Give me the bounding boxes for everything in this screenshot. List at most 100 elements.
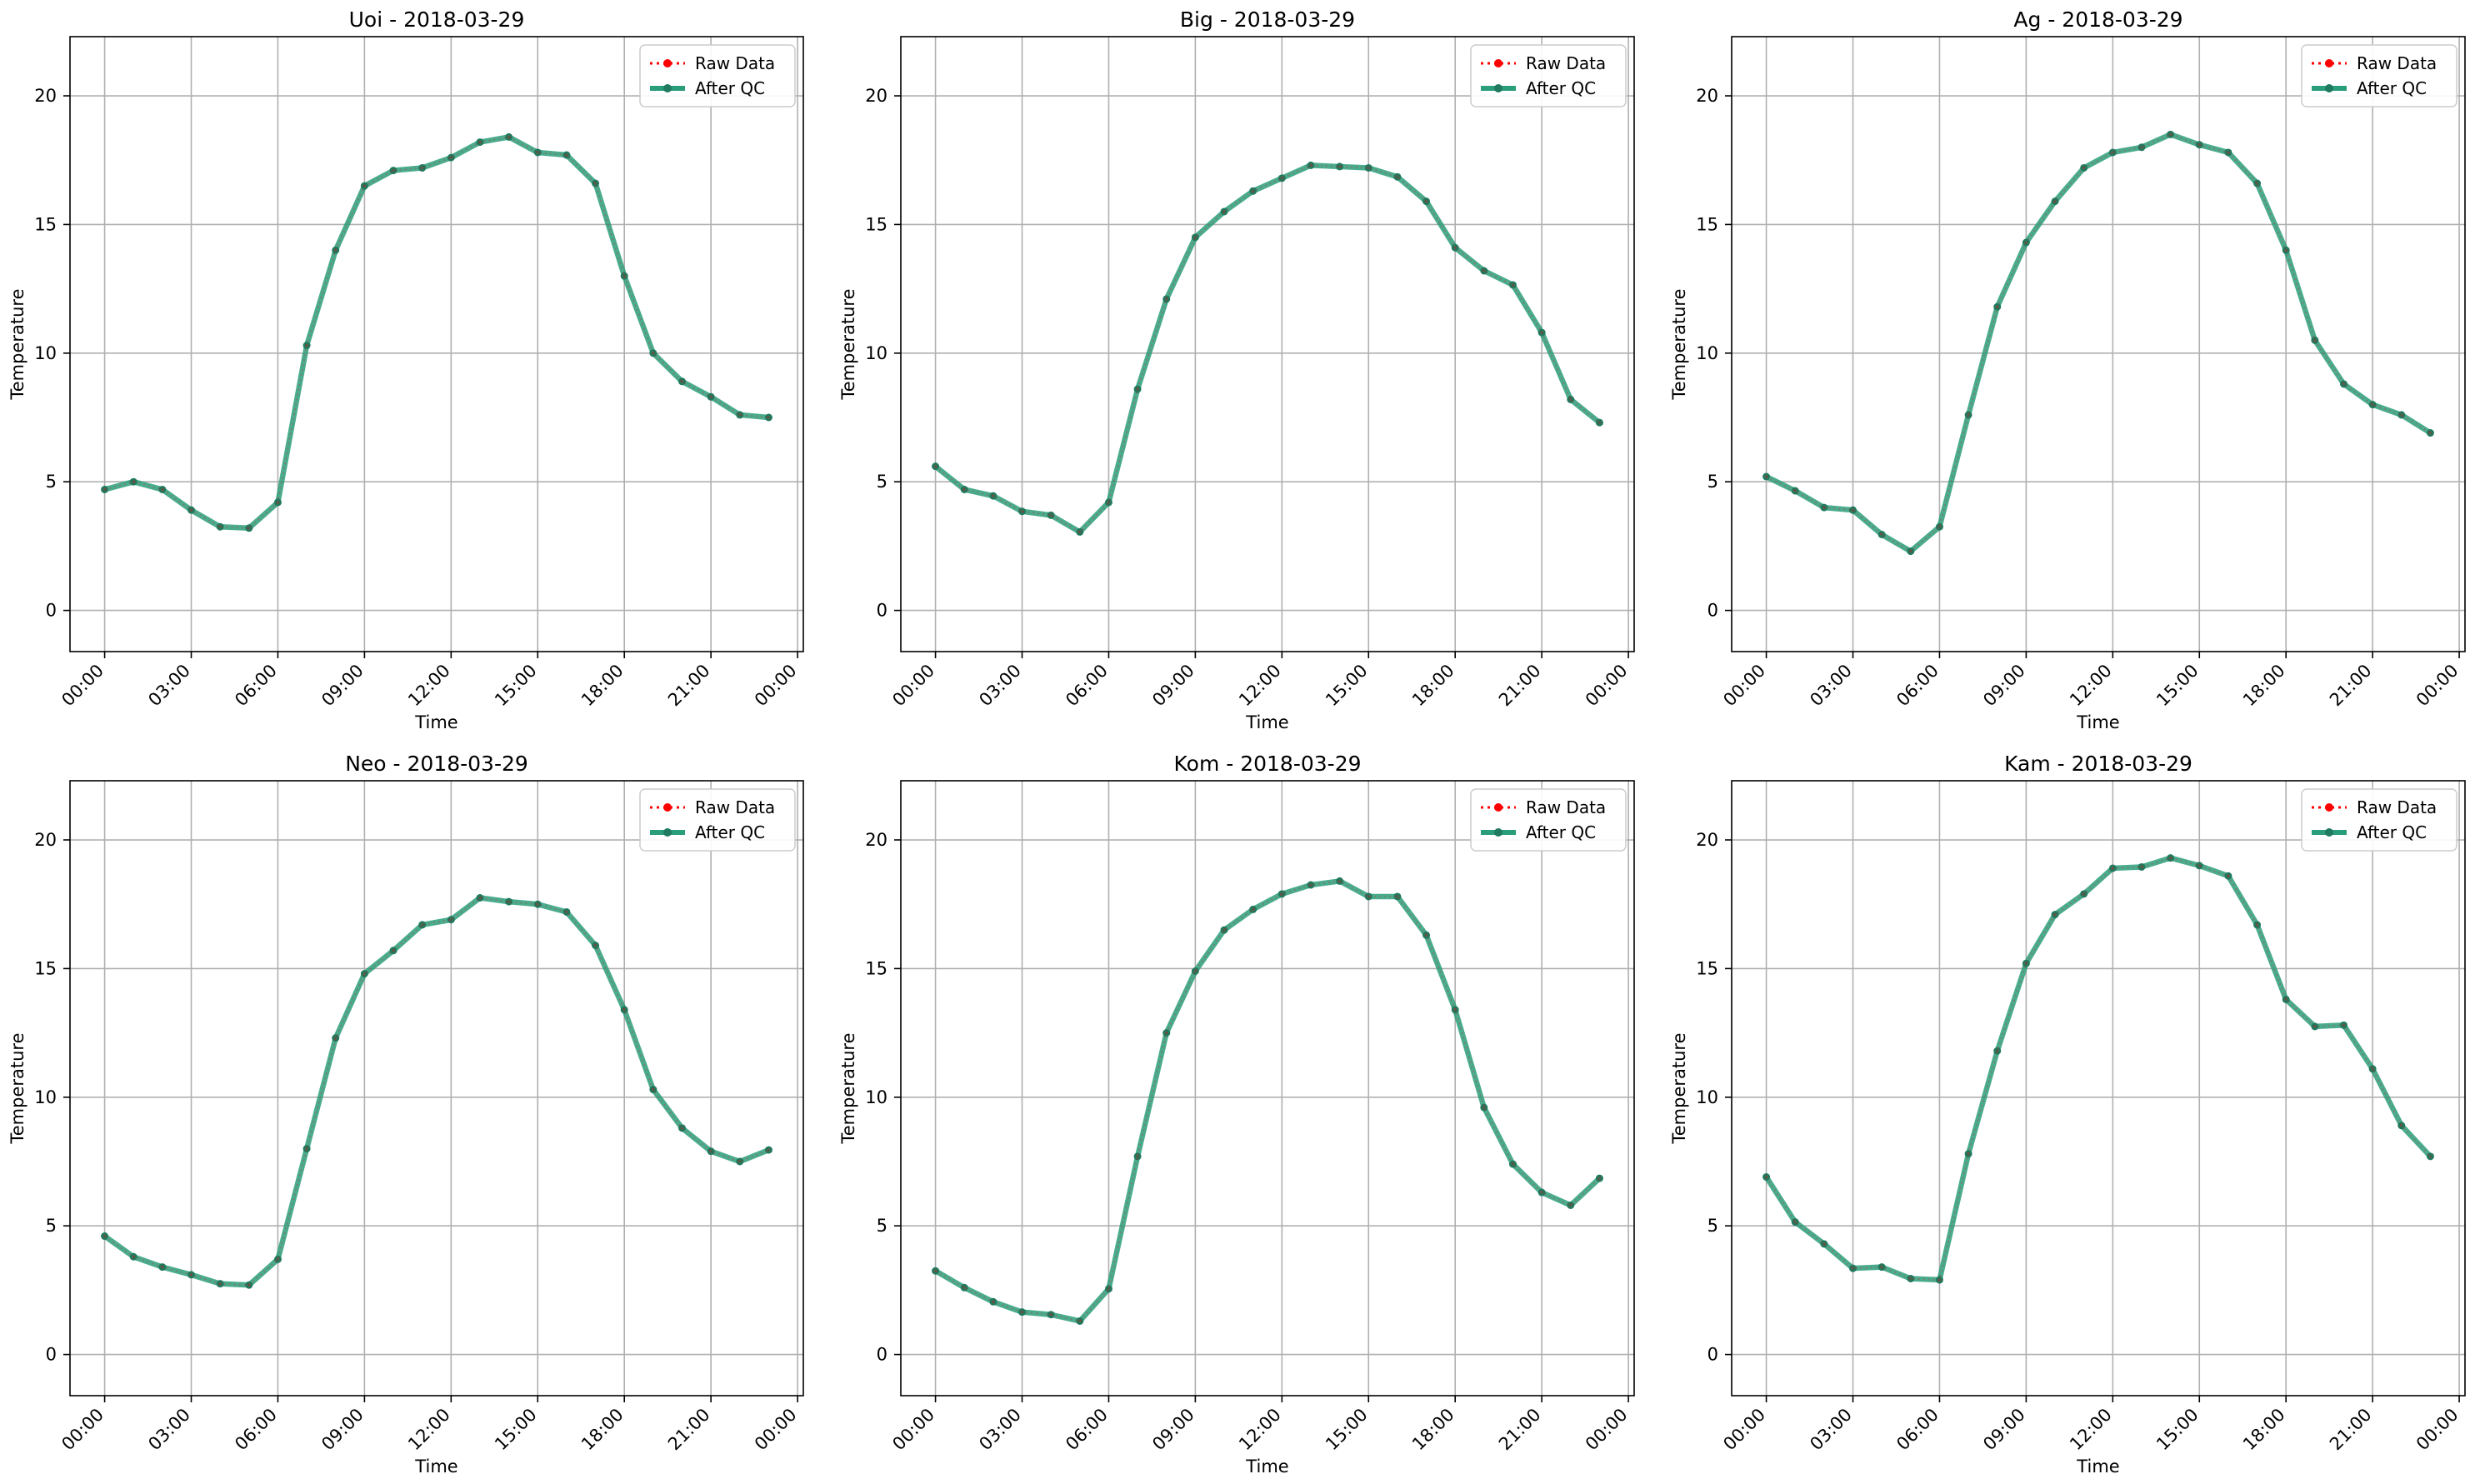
x-tick-label: 03:00 — [144, 661, 194, 711]
chart-title: Kam - 2018-03-29 — [2004, 752, 2192, 776]
data-point-after-qc — [1935, 1276, 1943, 1284]
data-point-after-qc — [389, 947, 398, 955]
data-point-after-qc — [273, 1255, 282, 1263]
data-point-after-qc — [1508, 1160, 1517, 1168]
data-point-raw-data — [2139, 865, 2144, 869]
data-point-raw-data — [362, 183, 367, 188]
data-point-after-qc — [1047, 1311, 1055, 1319]
data-point-after-qc — [505, 897, 513, 906]
data-point-after-qc — [2426, 1152, 2434, 1161]
data-point-raw-data — [1995, 305, 1999, 309]
legend-label-raw-data: Raw Data — [2357, 797, 2437, 817]
data-point-after-qc — [932, 1267, 940, 1275]
data-point-raw-data — [1851, 507, 1855, 512]
data-point-raw-data — [738, 1159, 742, 1164]
data-point-after-qc — [1076, 1317, 1084, 1325]
x-tick-label: 00:00 — [2412, 661, 2462, 711]
data-point-after-qc — [620, 1006, 628, 1014]
x-axis-label: Time — [414, 712, 458, 732]
series-line-raw-data — [935, 880, 1601, 1322]
x-tick-label: 18:00 — [578, 661, 628, 711]
data-point-after-qc — [2398, 1122, 2406, 1130]
x-tick-label: 15:00 — [2152, 1405, 2202, 1455]
x-tick-label: 09:00 — [318, 661, 368, 711]
data-point-raw-data — [2283, 248, 2288, 252]
data-point-after-qc — [1791, 487, 1799, 495]
data-point-after-qc — [2224, 148, 2232, 157]
data-point-raw-data — [991, 1300, 996, 1304]
data-point-after-qc — [1393, 892, 1402, 901]
data-point-after-qc — [1993, 1047, 2002, 1055]
data-point-after-qc — [932, 462, 940, 471]
data-point-raw-data — [1193, 969, 1198, 973]
data-point-raw-data — [622, 1007, 627, 1012]
data-point-raw-data — [1452, 1007, 1458, 1012]
data-point-raw-data — [333, 1036, 338, 1040]
x-axis-label: Time — [2076, 712, 2119, 732]
data-point-raw-data — [933, 1269, 938, 1273]
data-point-after-qc — [2311, 336, 2319, 344]
data-point-raw-data — [708, 395, 713, 399]
chart-title: Kom - 2018-03-29 — [1174, 752, 1362, 776]
data-point-raw-data — [2024, 240, 2028, 245]
data-point-after-qc — [1791, 1218, 1799, 1227]
data-point-after-qc — [2167, 854, 2175, 862]
data-point-after-qc — [1538, 1188, 1546, 1197]
data-point-after-qc — [2253, 179, 2262, 187]
legend-marker-raw-data — [2325, 59, 2333, 67]
data-point-raw-data — [1908, 549, 1913, 553]
data-point-raw-data — [2139, 145, 2144, 149]
data-point-raw-data — [132, 480, 136, 484]
data-point-raw-data — [2370, 402, 2375, 407]
axes-frame — [900, 780, 1635, 1397]
data-point-raw-data — [478, 140, 482, 144]
data-point-after-qc — [649, 1086, 658, 1094]
data-point-raw-data — [1452, 246, 1458, 250]
legend-label-raw-data: Raw Data — [1526, 797, 1606, 817]
subplot-2: 00:00 03:00 06:00 09:00 12:00 15:00 18:00 21:00… — [838, 7, 1635, 732]
data-point-after-qc — [960, 485, 968, 493]
axes-frame — [69, 780, 804, 1397]
x-tick-label: 06:00 — [1892, 1405, 1942, 1455]
data-point-raw-data — [2428, 1154, 2432, 1159]
data-point-raw-data — [1280, 892, 1284, 897]
data-point-raw-data — [1793, 488, 1798, 493]
data-point-raw-data — [2226, 874, 2231, 878]
x-tick-label: 06:00 — [231, 1405, 281, 1455]
legend: Raw Data After QC — [2301, 44, 2458, 107]
x-tick-label: 12:00 — [1235, 1405, 1285, 1455]
y-tick-label: 20 — [1696, 830, 1718, 850]
x-tick-label: 00:00 — [58, 661, 108, 711]
data-point-after-qc — [1220, 926, 1228, 934]
data-point-raw-data — [1338, 164, 1342, 169]
y-tick-label: 15 — [1696, 214, 1718, 234]
x-tick-label: 00:00 — [888, 661, 938, 711]
data-point-raw-data — [1078, 1319, 1082, 1323]
data-point-raw-data — [1938, 1277, 1942, 1282]
series-line-raw-data — [934, 164, 1601, 533]
data-point-after-qc — [129, 1252, 138, 1261]
legend-marker-after-qc — [663, 84, 672, 92]
data-point-raw-data — [593, 181, 598, 186]
data-point-after-qc — [1307, 881, 1315, 889]
data-point-after-qc — [1336, 877, 1344, 885]
data-point-after-qc — [2311, 1022, 2319, 1031]
y-tick-label: 20 — [865, 86, 888, 106]
data-point-raw-data — [1135, 1154, 1140, 1159]
data-point-raw-data — [420, 922, 424, 927]
x-tick-label: 12:00 — [2066, 1405, 2116, 1455]
data-point-raw-data — [1164, 297, 1168, 302]
x-tick-label: 03:00 — [144, 1405, 194, 1455]
legend-marker-raw-data — [663, 59, 672, 67]
legend-marker-after-qc — [2325, 828, 2333, 837]
data-point-after-qc — [273, 498, 282, 507]
data-point-after-qc — [1567, 395, 1575, 403]
data-point-after-qc — [1907, 1275, 1915, 1283]
data-point-raw-data — [1424, 199, 1428, 203]
data-point-after-qc — [101, 485, 109, 493]
data-point-after-qc — [2224, 872, 2232, 880]
y-tick-label: 20 — [865, 830, 888, 850]
data-point-after-qc — [1538, 328, 1546, 337]
data-point-raw-data — [449, 155, 453, 160]
